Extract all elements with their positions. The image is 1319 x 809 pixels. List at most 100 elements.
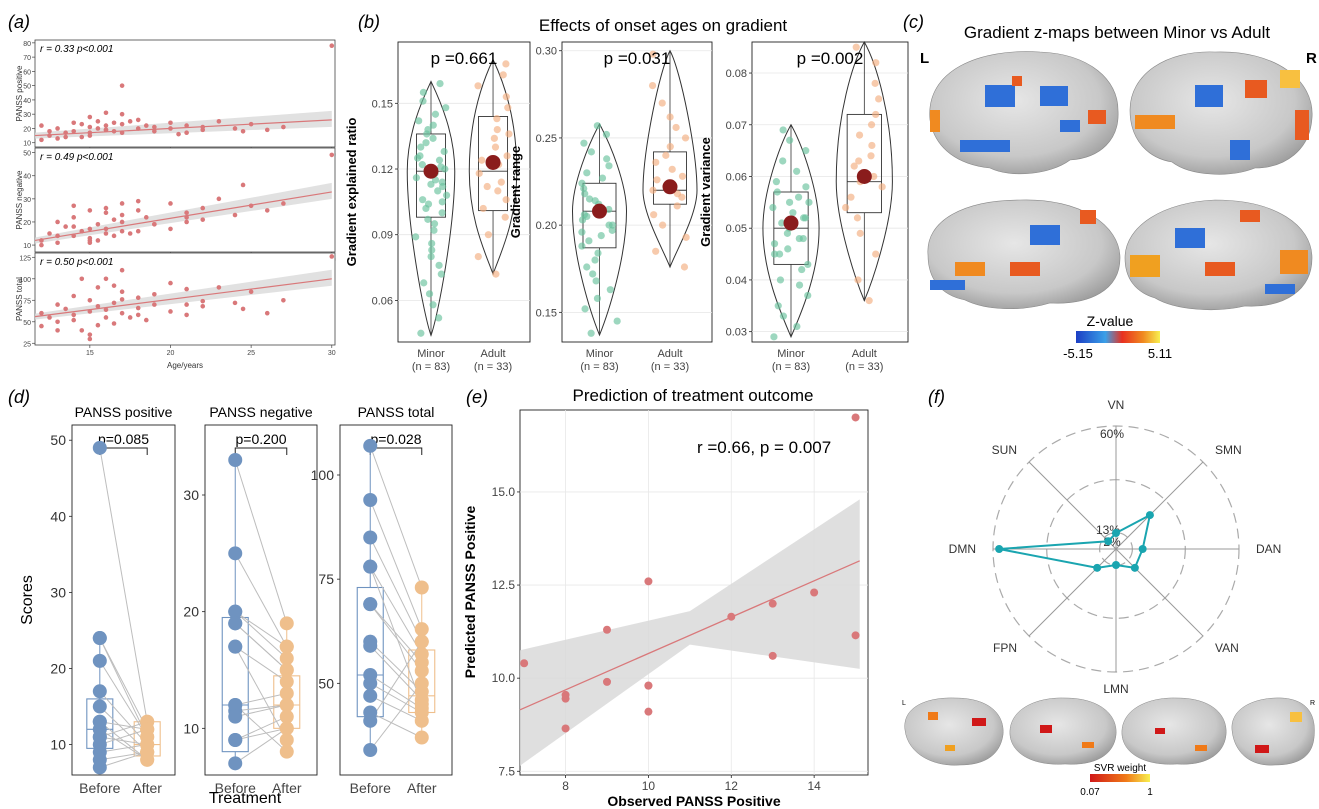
data-point	[200, 205, 206, 211]
data-point	[111, 321, 117, 326]
before-point	[363, 688, 378, 703]
data-point	[867, 152, 875, 160]
data-point	[103, 231, 109, 236]
mean-marker	[592, 203, 607, 219]
data-point	[119, 121, 125, 127]
violin-outline	[406, 80, 456, 337]
svr-blob	[1290, 712, 1302, 722]
data-point	[435, 156, 444, 164]
data-point	[63, 224, 68, 229]
data-point	[152, 129, 157, 134]
data-point	[520, 659, 529, 668]
before-point	[92, 631, 107, 646]
svr-blob	[928, 712, 938, 720]
data-point	[804, 291, 812, 300]
data-point	[653, 176, 661, 184]
data-point	[420, 279, 428, 287]
zmap-blob	[1088, 110, 1106, 124]
category-count-label: (n = 33)	[651, 361, 689, 373]
data-point	[668, 165, 676, 173]
data-point	[184, 130, 189, 136]
radar-axis-label: VN	[1108, 398, 1125, 412]
category-label: Before	[350, 780, 391, 796]
panel-label-d: (d)	[8, 387, 30, 407]
after-point	[279, 744, 294, 759]
category-label: Before	[79, 780, 120, 796]
data-point	[87, 297, 93, 303]
y-axis-label: Gradient variance	[698, 137, 713, 247]
y-tick-label: 30	[23, 112, 31, 119]
y-tick-label: 50	[23, 84, 31, 91]
correlation-annotation: r = 0.33 p<0.001	[40, 44, 113, 55]
data-point	[583, 169, 591, 177]
data-point	[605, 162, 613, 170]
after-point	[279, 733, 294, 747]
data-point	[184, 302, 189, 307]
data-point	[71, 120, 77, 126]
data-point	[429, 121, 437, 129]
data-point	[111, 283, 117, 288]
svr-left-label: L	[902, 700, 906, 707]
data-point	[502, 60, 510, 68]
svr-colorbar-min: 0.07	[1080, 787, 1100, 798]
data-point	[424, 200, 433, 208]
data-point	[47, 231, 52, 236]
panel-label-a: (a)	[8, 12, 30, 32]
data-point	[680, 263, 689, 271]
svr-brain-left-lateral	[904, 697, 1004, 766]
category-count-label: (n = 33)	[845, 361, 883, 373]
data-point	[55, 126, 60, 131]
svr-blob	[1255, 745, 1269, 753]
after-point	[279, 674, 294, 689]
data-point	[501, 213, 509, 221]
zmap-blob	[1030, 225, 1060, 245]
data-point	[769, 203, 777, 212]
data-point	[71, 317, 77, 323]
x-tick-label: 15	[86, 350, 94, 357]
svr-blob	[972, 718, 986, 726]
data-point	[143, 123, 149, 128]
data-point	[768, 599, 777, 608]
data-point	[119, 201, 125, 206]
zmap-blob	[1195, 85, 1223, 107]
data-point	[419, 88, 428, 96]
zmap-blob	[1060, 120, 1080, 132]
zmap-blob	[1135, 115, 1175, 129]
data-point	[784, 245, 792, 253]
data-point	[119, 297, 125, 302]
y-tick-label: 12.5	[492, 578, 516, 592]
svr-brain-left-medial	[1009, 697, 1117, 765]
data-point	[779, 126, 787, 134]
data-point	[872, 59, 880, 67]
before-point	[92, 752, 107, 767]
data-point	[95, 119, 101, 124]
pair-line	[369, 682, 423, 713]
data-point	[55, 136, 60, 141]
pair-line	[234, 727, 288, 764]
data-point	[184, 312, 189, 318]
subplot-title: PANSS total	[358, 404, 435, 420]
data-point	[789, 209, 797, 217]
data-point	[87, 208, 93, 213]
data-point	[871, 79, 879, 87]
data-point	[770, 333, 778, 341]
before-point	[228, 709, 243, 724]
zmap-blob	[1130, 255, 1160, 277]
y-axis-label: PANSS total	[15, 277, 24, 321]
data-point	[127, 119, 133, 124]
data-point	[505, 130, 513, 138]
data-point	[436, 80, 444, 88]
data-point	[580, 139, 588, 147]
data-point	[135, 305, 141, 311]
x-tick-label: 25	[247, 350, 255, 357]
data-point	[644, 577, 653, 586]
data-point	[264, 310, 270, 316]
mean-marker	[783, 215, 799, 231]
data-point	[184, 286, 189, 292]
data-point	[865, 297, 873, 305]
brain-maps-title: Gradient z-maps between Minor vs Adult	[964, 23, 1270, 42]
pair-line	[234, 646, 288, 683]
zvalue-colorbar-min: -5.15	[1063, 346, 1093, 361]
data-point	[119, 83, 125, 88]
